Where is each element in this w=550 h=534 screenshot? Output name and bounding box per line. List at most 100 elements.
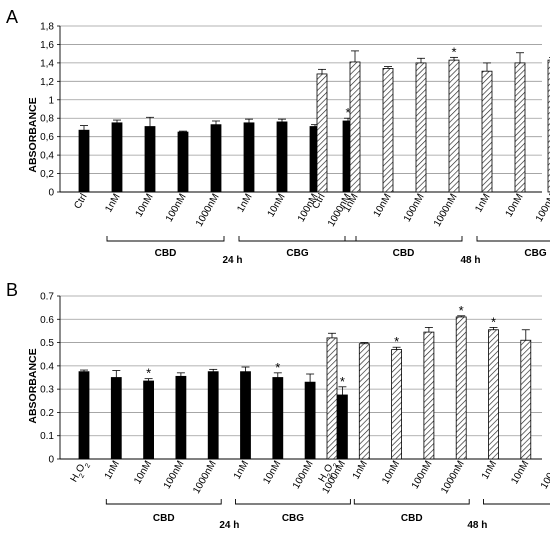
- treatment-bracket: [106, 236, 225, 242]
- bar: [78, 129, 90, 193]
- y-tick-label: 1,6: [40, 40, 54, 51]
- bar: [423, 331, 435, 460]
- treatment-label: CBD: [153, 513, 175, 524]
- bar: [243, 122, 255, 193]
- treatment-label: CBG: [524, 248, 546, 259]
- y-tick-label: 0.1: [40, 431, 54, 442]
- bar: [382, 68, 394, 193]
- bar: [481, 70, 493, 193]
- x-tick-label: 100nM: [162, 459, 187, 491]
- significance-star: *: [146, 366, 151, 381]
- treatment-bracket: [353, 499, 470, 505]
- treatment-bracket: [344, 236, 463, 242]
- bar: [326, 337, 338, 460]
- x-tick-label: 1nM: [473, 192, 492, 214]
- bar: [144, 126, 156, 193]
- treatment-bracket: [483, 499, 550, 505]
- x-tick-label: 1nM: [232, 459, 251, 481]
- bar: [336, 394, 348, 460]
- significance-star: *: [459, 303, 464, 318]
- x-tick-label: 10nM: [132, 459, 154, 486]
- x-tick-label: 100nM: [291, 459, 316, 491]
- treatment-label: CBG: [286, 248, 308, 259]
- x-tick-label: 1nM: [103, 192, 122, 214]
- bar: [276, 121, 288, 193]
- bar: [455, 316, 467, 460]
- chart-panel-b: ABSORBANCE 0 0.1 0.2 0.3 0.4 0.5 0.6 0.7 H2O2 1nM…: [27, 292, 550, 531]
- bar: [207, 371, 219, 460]
- bar: [177, 131, 189, 193]
- y-tick-label: 0.5: [40, 338, 54, 349]
- x-tick-label: Ctrl: [72, 192, 89, 211]
- bar: [110, 377, 122, 460]
- x-tick-label: 1nM: [351, 459, 370, 481]
- y-tick-label: 0.3: [40, 385, 54, 396]
- significance-star: *: [491, 314, 496, 329]
- treatment-label: CBG: [282, 513, 304, 524]
- y-axis-label-a: ABSORBANCE: [27, 97, 39, 172]
- x-tick-label: 1000nM: [439, 459, 467, 496]
- time-label: 24 h: [219, 520, 239, 531]
- bar: [391, 349, 403, 460]
- panel-letter-a: A: [6, 7, 18, 27]
- x-tick-label: 10nM: [372, 192, 394, 219]
- bar: [514, 62, 526, 193]
- bar: [210, 124, 222, 193]
- x-tick-label: 1nM: [235, 192, 254, 214]
- significance-star: *: [340, 374, 345, 389]
- x-tick-label: 1000nM: [432, 192, 460, 229]
- treatment-label: CBD: [401, 513, 423, 524]
- bar: [415, 62, 427, 193]
- x-tick-label: 100nM: [164, 192, 189, 224]
- y-tick-label: 0.6: [40, 315, 54, 326]
- y-tick-label: 0,2: [40, 169, 54, 180]
- x-tick-label: 10nM: [261, 459, 283, 486]
- bar: [175, 375, 187, 460]
- treatment-bracket: [476, 236, 550, 242]
- y-tick-label: 0,6: [40, 132, 54, 143]
- y-tick-label: 1,2: [40, 77, 54, 88]
- bar: [111, 122, 123, 193]
- x-tick-label: 1nM: [480, 459, 499, 481]
- x-tick-label: 1000nM: [191, 459, 219, 496]
- y-tick-label: 0.4: [40, 361, 54, 372]
- bar: [143, 380, 155, 460]
- significance-star: *: [451, 44, 456, 59]
- significance-star: *: [345, 105, 350, 120]
- chart-panel-a: ABSORBANCE 0 0,2 0,4 0,6 0,8 1 1,2 1,4 1,6 1,8 Ctr…: [27, 22, 550, 266]
- x-tick-label: 100nM: [402, 192, 427, 224]
- bar: [240, 371, 251, 460]
- y-tick-label: 0: [48, 188, 54, 199]
- time-label: 48 h: [460, 255, 480, 266]
- y-tick-label: 1,8: [40, 22, 54, 33]
- bar: [272, 377, 284, 460]
- x-tick-label: 10nM: [266, 192, 288, 219]
- bar: [78, 371, 90, 460]
- x-tick-label: 10nM: [509, 459, 531, 486]
- bar: [520, 339, 532, 460]
- x-tick-label: 1000nM: [194, 192, 222, 229]
- y-axis-label-b: ABSORBANCE: [27, 348, 39, 423]
- treatment-bracket: [235, 499, 351, 505]
- y-tick-label: 0,4: [40, 151, 54, 162]
- y-tick-label: 1: [48, 95, 54, 106]
- time-label: 48 h: [467, 520, 487, 531]
- y-tick-label: 1,4: [40, 58, 54, 69]
- x-tick-label: 10nM: [134, 192, 156, 219]
- y-tick-label: 0: [48, 455, 54, 466]
- y-tick-label: 0.2: [40, 408, 54, 419]
- significance-star: *: [394, 334, 399, 349]
- x-tick-label: 10nM: [504, 192, 526, 219]
- significance-star: *: [275, 360, 280, 375]
- x-tick-label: H2O2: [317, 459, 340, 486]
- bar: [316, 73, 328, 193]
- x-tick-label: 100nM: [539, 459, 550, 491]
- panel-letter-b: B: [6, 280, 18, 300]
- bar: [547, 59, 550, 193]
- bar: [358, 343, 370, 460]
- treatment-label: CBD: [155, 248, 177, 259]
- treatment-bracket: [238, 236, 357, 242]
- bar: [349, 61, 361, 193]
- bar: [304, 381, 316, 460]
- x-tick-label: 100nM: [410, 459, 435, 491]
